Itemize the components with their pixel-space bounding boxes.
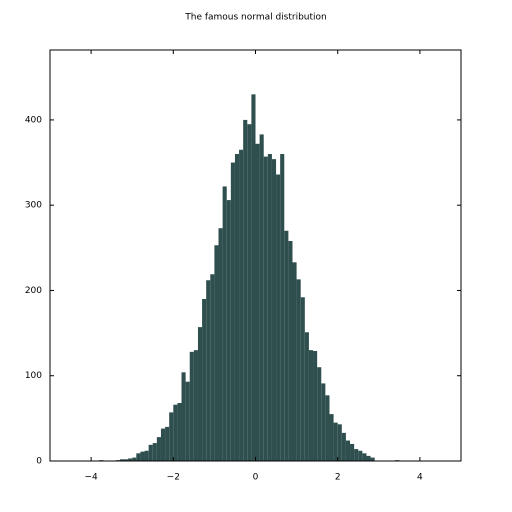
bar bbox=[354, 449, 359, 461]
bar bbox=[165, 426, 170, 461]
bar bbox=[247, 124, 252, 462]
bar bbox=[341, 432, 346, 461]
x-tick-label: −4 bbox=[84, 473, 98, 483]
bar bbox=[288, 241, 293, 461]
bar bbox=[193, 350, 198, 461]
x-tick-label: 2 bbox=[335, 473, 341, 483]
bar bbox=[308, 350, 314, 461]
bar bbox=[358, 450, 363, 461]
bar bbox=[321, 383, 326, 461]
bar bbox=[366, 455, 371, 461]
bar bbox=[218, 228, 223, 461]
y-tick-label: 300 bbox=[25, 201, 42, 211]
x-tick-label: −2 bbox=[167, 473, 180, 483]
bar bbox=[251, 94, 256, 462]
y-tick-label: 400 bbox=[25, 115, 42, 125]
bar bbox=[156, 437, 161, 461]
bar bbox=[202, 298, 207, 461]
bar bbox=[280, 154, 285, 461]
bar bbox=[119, 459, 124, 461]
bar bbox=[185, 381, 190, 461]
x-tick-label: 0 bbox=[253, 473, 259, 483]
bar bbox=[263, 156, 268, 461]
bar bbox=[345, 440, 351, 461]
bar bbox=[255, 143, 260, 461]
y-tick-label: 0 bbox=[36, 457, 42, 467]
bar bbox=[370, 457, 375, 461]
bar bbox=[222, 186, 227, 462]
bar bbox=[284, 230, 289, 461]
bar bbox=[132, 457, 137, 461]
bar bbox=[148, 444, 153, 461]
bar bbox=[337, 424, 342, 461]
bar bbox=[317, 367, 322, 461]
x-tick-label: 4 bbox=[417, 473, 423, 483]
chart-title: The famous normal distribution bbox=[184, 13, 327, 23]
bar bbox=[329, 414, 334, 461]
bar bbox=[362, 453, 367, 461]
bar bbox=[189, 351, 194, 461]
bar bbox=[181, 372, 186, 461]
y-tick-label: 100 bbox=[25, 371, 42, 381]
bar bbox=[226, 200, 231, 461]
bar bbox=[296, 279, 301, 461]
bar bbox=[325, 395, 330, 461]
bar bbox=[313, 351, 318, 461]
bar bbox=[128, 458, 133, 461]
bar bbox=[136, 453, 141, 461]
bar bbox=[206, 280, 211, 461]
bar bbox=[259, 134, 264, 462]
bar bbox=[214, 245, 219, 461]
bar bbox=[267, 154, 272, 461]
bar bbox=[300, 297, 305, 461]
bar bbox=[144, 450, 149, 461]
bar bbox=[152, 443, 157, 461]
bar bbox=[177, 403, 182, 461]
bar bbox=[304, 332, 309, 461]
y-tick-label: 200 bbox=[25, 286, 42, 296]
bar bbox=[234, 154, 240, 461]
bar bbox=[292, 262, 297, 461]
bar bbox=[276, 174, 281, 461]
bar bbox=[230, 162, 235, 461]
bar bbox=[333, 422, 338, 461]
bar bbox=[243, 119, 248, 461]
bar bbox=[173, 404, 178, 461]
bar bbox=[350, 443, 355, 461]
bar bbox=[140, 451, 145, 461]
bar bbox=[123, 459, 129, 461]
bar bbox=[271, 159, 277, 461]
bar bbox=[160, 428, 166, 461]
bar bbox=[197, 327, 203, 461]
bar bbox=[210, 274, 215, 461]
bar bbox=[239, 149, 244, 461]
bar bbox=[169, 412, 174, 461]
